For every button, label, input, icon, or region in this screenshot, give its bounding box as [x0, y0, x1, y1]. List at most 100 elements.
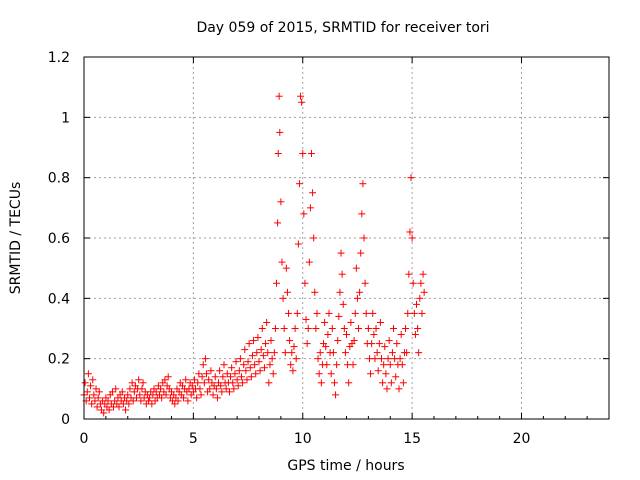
data-point — [293, 309, 301, 317]
data-point — [330, 379, 338, 387]
data-point — [201, 355, 209, 363]
data-point — [241, 346, 249, 354]
chart-title: Day 059 of 2015, SRMTID for receiver tor… — [196, 20, 489, 36]
data-point — [264, 349, 272, 357]
data-point — [91, 397, 99, 405]
data-point — [198, 373, 206, 381]
data-point — [355, 325, 363, 332]
data-point — [203, 370, 210, 378]
data-point — [81, 379, 89, 387]
data-point — [209, 391, 217, 399]
data-point — [395, 385, 403, 393]
data-point — [338, 270, 346, 278]
x-tick-label: 0 — [80, 431, 89, 447]
data-point — [295, 180, 303, 188]
data-point — [196, 385, 204, 393]
data-point — [193, 394, 201, 402]
data-point — [229, 379, 237, 387]
data-point — [328, 325, 336, 332]
data-point — [157, 385, 165, 393]
data-point — [239, 379, 247, 387]
data-point — [148, 400, 156, 408]
data-point — [93, 403, 101, 411]
data-point — [108, 388, 116, 396]
data-point — [378, 355, 385, 363]
data-point — [174, 397, 182, 405]
data-point — [414, 325, 422, 332]
data-point — [266, 361, 274, 369]
data-point — [336, 288, 344, 296]
data-point — [213, 394, 221, 402]
data-point — [376, 318, 384, 326]
data-point — [370, 331, 378, 339]
data-point — [413, 300, 420, 308]
data-point — [245, 340, 253, 348]
data-point — [358, 210, 366, 218]
data-point — [306, 204, 314, 212]
y-tick-label: 0.6 — [48, 231, 70, 247]
data-point — [404, 309, 412, 317]
data-point — [369, 309, 377, 317]
data-point — [403, 349, 411, 357]
data-point — [374, 367, 382, 375]
data-point — [385, 337, 393, 345]
data-point — [280, 325, 288, 332]
data-point — [188, 382, 196, 390]
data-point — [190, 376, 198, 384]
data-point — [225, 388, 233, 396]
data-point — [281, 349, 289, 357]
data-point — [112, 385, 120, 393]
data-point — [253, 349, 261, 357]
data-point — [298, 98, 306, 106]
data-point — [135, 376, 143, 384]
data-point — [126, 385, 134, 393]
data-point — [314, 355, 322, 363]
data-point — [95, 388, 103, 396]
data-point — [335, 312, 343, 320]
data-point — [263, 318, 271, 326]
data-point — [416, 294, 424, 302]
data-point — [273, 279, 280, 287]
data-point — [334, 337, 342, 345]
data-point — [356, 288, 364, 296]
data-point — [410, 309, 418, 317]
data-point — [228, 364, 236, 372]
data-point — [375, 340, 383, 348]
data-point — [223, 370, 231, 378]
data-point — [207, 367, 215, 375]
data-point — [162, 391, 170, 399]
data-point — [301, 279, 309, 287]
data-point — [287, 361, 295, 369]
data-point — [390, 325, 398, 332]
data-point — [243, 376, 251, 384]
data-point — [233, 376, 241, 384]
data-point — [316, 349, 324, 357]
data-point — [184, 397, 192, 405]
data-point — [283, 288, 291, 296]
data-point — [278, 258, 286, 266]
data-point — [333, 361, 341, 369]
data-point — [317, 379, 325, 387]
data-point — [322, 343, 330, 351]
data-point — [133, 394, 140, 402]
data-point — [211, 373, 219, 381]
data-point — [122, 406, 130, 414]
data-point — [380, 361, 388, 369]
data-point — [325, 309, 333, 317]
data-point — [277, 198, 285, 206]
data-point — [104, 397, 112, 405]
data-point — [128, 379, 136, 387]
data-point — [216, 367, 224, 375]
data-point — [92, 385, 100, 393]
data-point — [217, 382, 225, 390]
data-point — [252, 370, 260, 378]
data-point — [269, 370, 277, 378]
axis-ticks — [83, 56, 610, 420]
data-point — [85, 394, 93, 402]
data-point — [397, 331, 405, 339]
data-point — [407, 174, 415, 182]
data-point — [345, 379, 353, 387]
y-tick-label: 0.2 — [48, 352, 70, 368]
data-point — [138, 385, 146, 393]
data-point — [399, 379, 407, 387]
